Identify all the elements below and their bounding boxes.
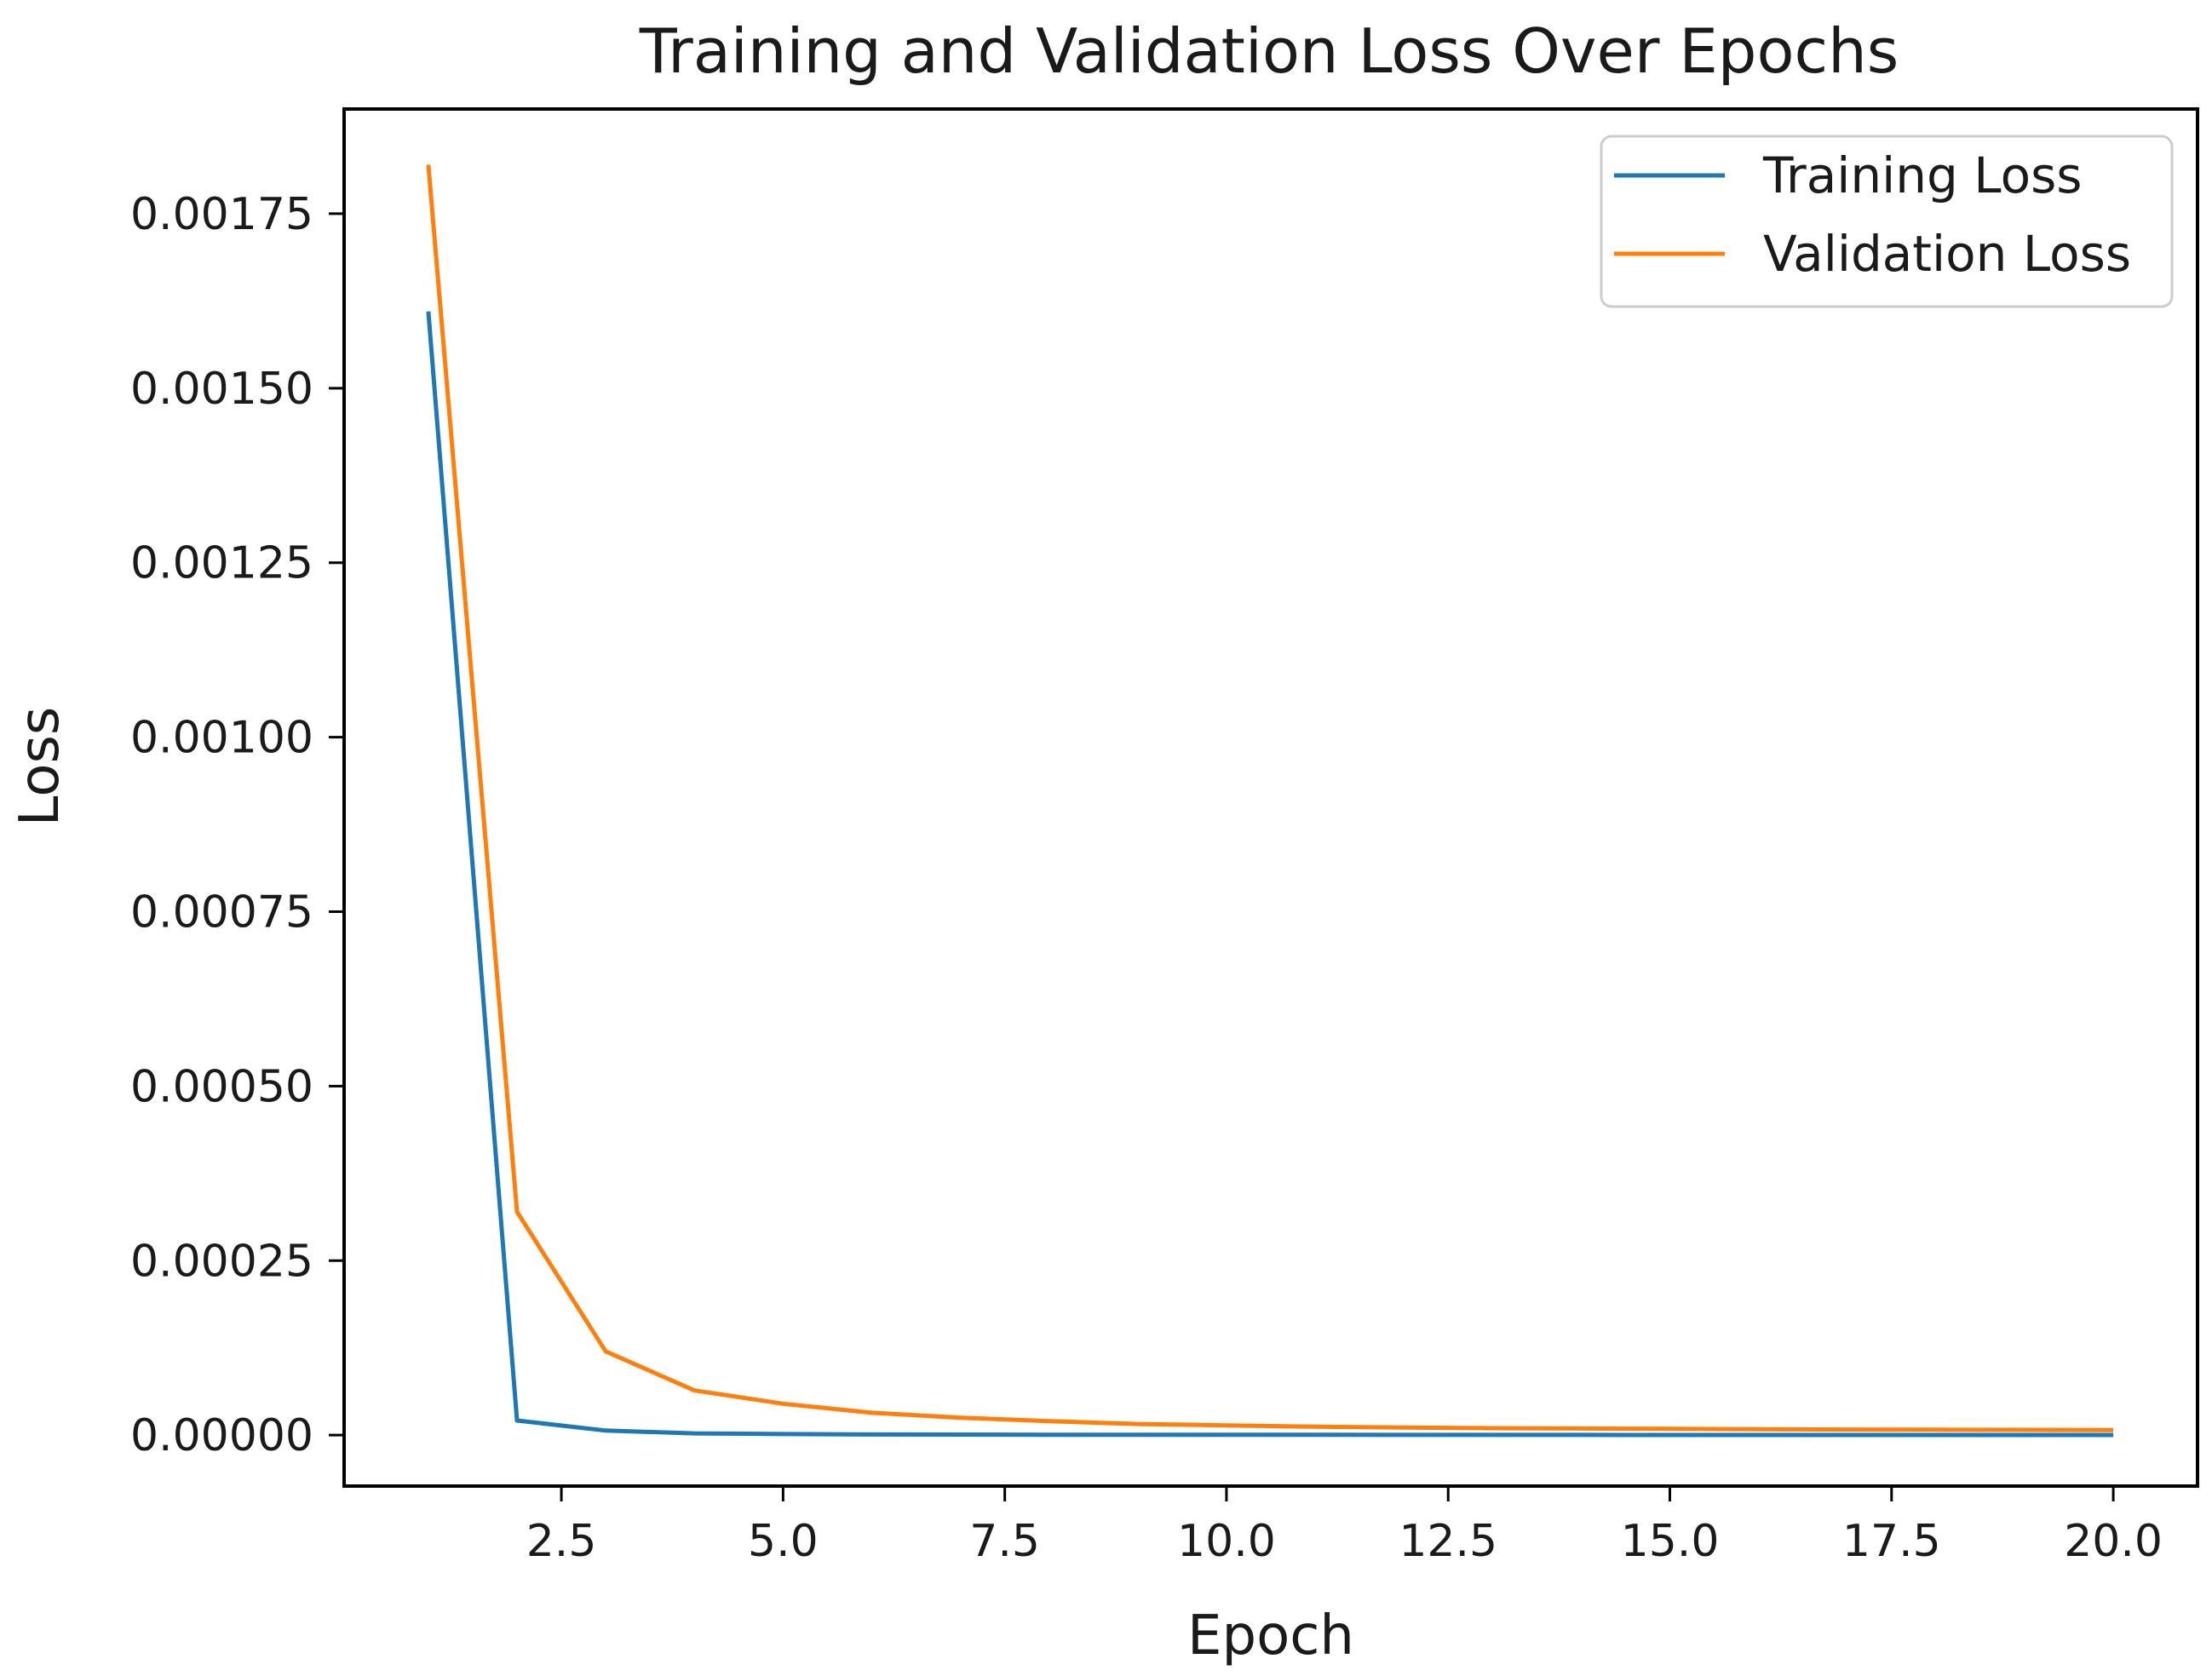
- x-tick-label: 15.0: [1621, 1516, 1720, 1567]
- x-tick-label: 17.5: [1842, 1516, 1941, 1567]
- legend: Training Loss Validation Loss: [1601, 136, 2172, 307]
- legend-label-training: Training Loss: [1762, 146, 2083, 204]
- y-tick-label: 0.00025: [130, 1236, 313, 1287]
- x-tick-label: 20.0: [2064, 1516, 2163, 1567]
- y-tick-label: 0.00000: [130, 1410, 313, 1461]
- x-tick-label: 7.5: [969, 1516, 1040, 1567]
- x-axis-label: Epoch: [1187, 1604, 1354, 1667]
- y-axis-label: Loss: [9, 707, 72, 826]
- legend-label-validation: Validation Loss: [1763, 225, 2131, 283]
- loss-chart: Training and Validation Loss Over Epochs…: [0, 0, 2212, 1676]
- x-tick-label: 12.5: [1399, 1516, 1497, 1567]
- y-tick-label: 0.00175: [130, 189, 313, 240]
- y-tick-label: 0.00125: [130, 538, 313, 589]
- y-tick-label: 0.00050: [130, 1061, 313, 1112]
- chart-title: Training and Validation Loss Over Epochs: [639, 15, 1899, 87]
- x-tick-label: 10.0: [1177, 1516, 1276, 1567]
- x-tick-label: 2.5: [526, 1516, 597, 1567]
- y-tick-label: 0.00075: [130, 887, 313, 938]
- x-tick-label: 5.0: [748, 1516, 819, 1567]
- y-tick-label: 0.00150: [130, 364, 313, 415]
- y-tick-label: 0.00100: [130, 713, 313, 764]
